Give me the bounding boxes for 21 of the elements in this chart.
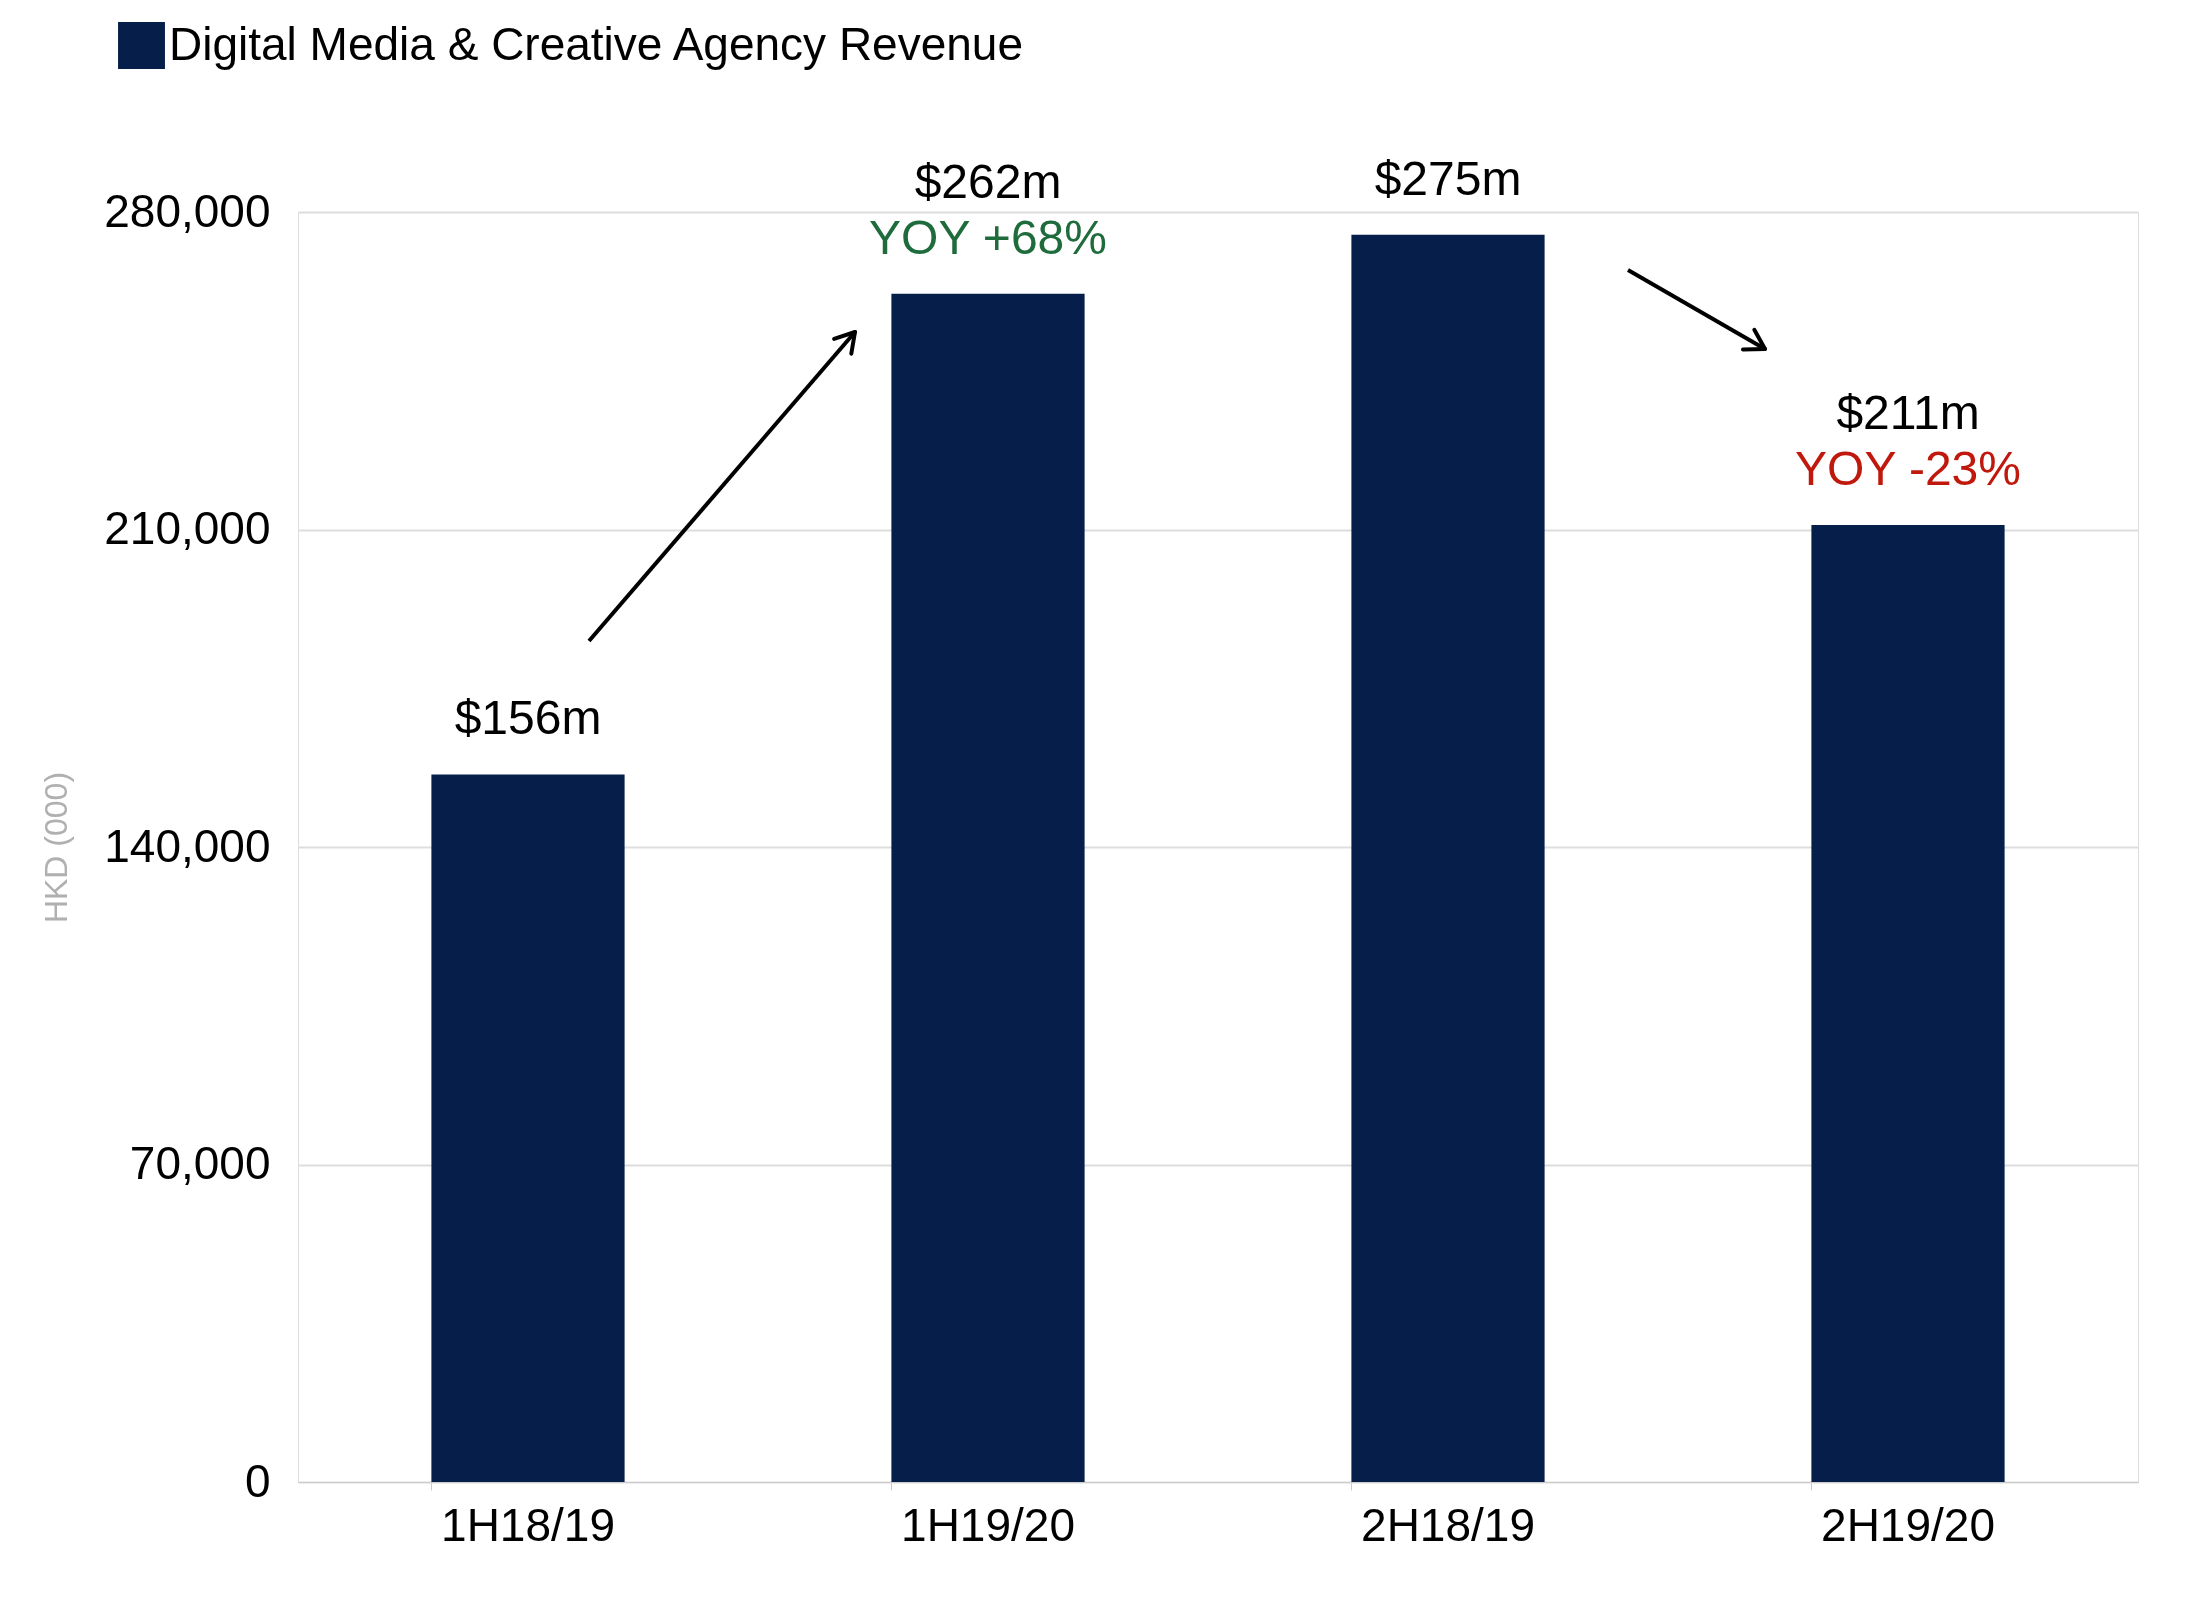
annotation: $275m <box>1374 151 1522 205</box>
y-tick-label: 140,000 <box>104 819 271 872</box>
annotation: $211m <box>1836 385 1980 439</box>
annotation: YOY +68% <box>869 210 1107 264</box>
y-tick-label: 0 <box>244 1454 271 1507</box>
x-tick-label: 1H18/19 <box>441 1498 615 1551</box>
bar <box>1351 234 1545 1482</box>
annotation: $262m <box>914 154 1062 208</box>
y-tick-label: 70,000 <box>129 1137 271 1189</box>
bar <box>891 293 1085 1482</box>
y-tick-label: 280,000 <box>104 184 271 237</box>
x-tick-label: 1H19/20 <box>901 1498 1075 1551</box>
x-tick-label: 2H18/19 <box>1361 1498 1535 1551</box>
annotation: YOY -23% <box>1795 441 2021 495</box>
legend-label: Digital Media & Creative Agency Revenue <box>169 17 1024 70</box>
bar <box>431 774 625 1482</box>
y-tick-label: 210,000 <box>104 502 271 554</box>
x-tick-label: 2H19/20 <box>1821 1498 1995 1551</box>
annotation: $156m <box>454 691 602 745</box>
bar <box>1811 524 2005 1482</box>
y-axis-title: HKD (000) <box>38 771 75 924</box>
